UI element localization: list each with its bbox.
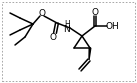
Text: OH: OH [105,21,119,30]
Text: N: N [64,24,70,34]
Polygon shape [89,48,91,60]
Text: O: O [38,8,45,18]
Text: O: O [92,7,99,17]
Text: H: H [64,20,70,28]
Text: O: O [49,33,56,42]
